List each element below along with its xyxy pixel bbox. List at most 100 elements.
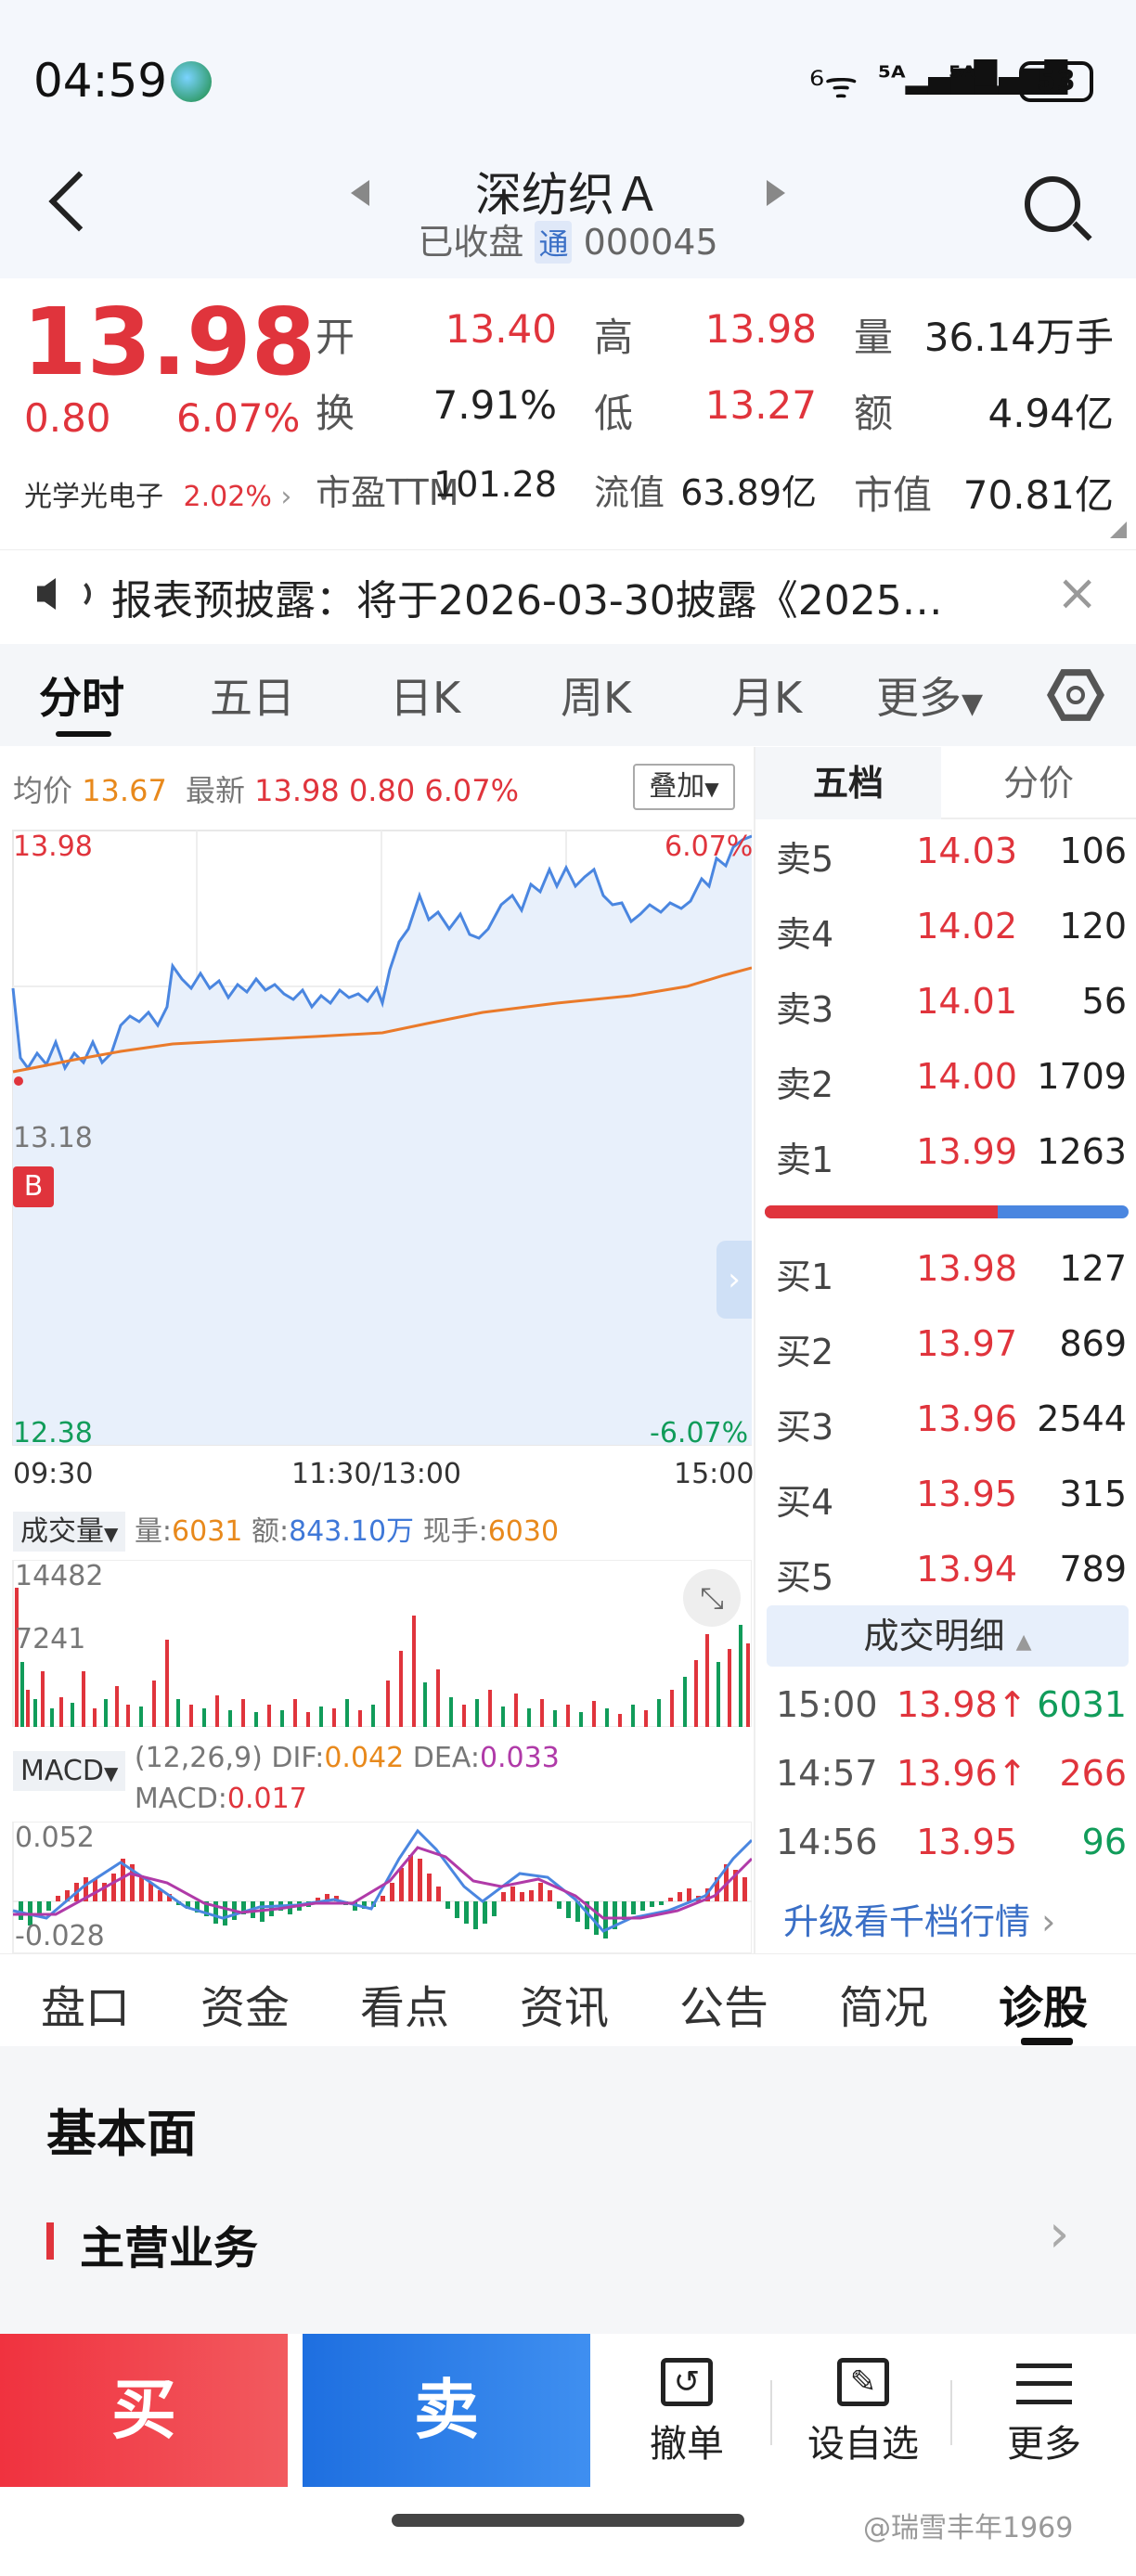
open-value: 13.40 [445, 306, 557, 352]
tab-day-k[interactable]: 日K [390, 673, 461, 723]
ask-level-label: 卖3 [776, 989, 834, 1030]
ask-level-label: 卖1 [776, 1140, 834, 1180]
bid-row[interactable]: 买3 13.96 2544 [767, 1389, 1130, 1454]
settings-hex-dot [1066, 686, 1085, 704]
related-sector[interactable]: 光学光电子 2.02% › [24, 473, 291, 514]
caret-down-icon: ▼ [704, 778, 719, 800]
trade-price: 13.96↑ [897, 1753, 1027, 1794]
time-label-open: 09:30 [13, 1458, 94, 1490]
tab-highlights[interactable]: 看点 [360, 1982, 450, 2034]
bid-volume: 315 [1059, 1474, 1127, 1514]
more-button[interactable]: 更多 [956, 2334, 1132, 2487]
bid-level-label: 买4 [776, 1482, 834, 1523]
tab-five-day[interactable]: 五日 [210, 673, 295, 723]
macd-selector[interactable]: MACD▼ [13, 1751, 126, 1791]
bid-row[interactable]: 买1 13.98 127 [767, 1239, 1130, 1304]
trade-volume: 96 [1081, 1822, 1127, 1862]
trade-row: 15:00 13.98↑ 6031 [767, 1675, 1130, 1740]
tab-five-level[interactable]: 五档 [755, 747, 941, 819]
vol-value: 6031 [172, 1515, 243, 1548]
caret-down-icon: ▼ [104, 1523, 119, 1545]
watermark: @瑞雪丰年1969 [863, 2512, 1074, 2544]
chevron-right-icon: › [1049, 2204, 1070, 2264]
ask-row[interactable]: 卖4 14.02 120 [767, 896, 1130, 961]
ask-level-label: 卖4 [776, 914, 834, 955]
bid-row[interactable]: 买2 13.97 869 [767, 1314, 1130, 1379]
price-change: 0.80 [24, 395, 111, 441]
chevron-right-icon: › [280, 481, 292, 513]
pe-label: 市盈TTM [316, 472, 459, 513]
vol-label: 量: [134, 1515, 173, 1548]
add-watchlist-label: 设自选 [807, 2423, 919, 2466]
notice-bar[interactable]: 报表预披露：将于2026-03-30披露《2025… × [0, 549, 1136, 642]
tab-more-label: 更多 [876, 673, 962, 723]
bid-level-label: 买2 [776, 1332, 834, 1372]
expand-panel-handle[interactable]: › [716, 1241, 752, 1319]
tab-more[interactable]: 更多▼ [876, 664, 983, 726]
tab-order-book[interactable]: 盘口 [41, 1982, 131, 2034]
signal-icon: ⁵ᴬ▂▄▆█ [878, 59, 998, 95]
buy-button[interactable]: 买 [0, 2334, 288, 2487]
ask-volume: 106 [1059, 831, 1127, 871]
prev-stock-icon[interactable] [351, 180, 369, 206]
trade-volume: 6031 [1037, 1684, 1127, 1725]
upgrade-link[interactable]: 升级看千档行情 › [783, 1893, 1055, 1944]
tab-month-k[interactable]: 月K [731, 673, 803, 723]
sell-button[interactable]: 卖 [303, 2334, 590, 2487]
related-sector-name: 光学光电子 [24, 481, 163, 513]
back-icon[interactable] [48, 171, 110, 232]
bid-volume: 127 [1059, 1248, 1127, 1289]
speaker-icon [37, 578, 56, 610]
float-cap-label: 流值 [594, 472, 665, 513]
tab-price-distribution[interactable]: 分价 [1002, 763, 1074, 804]
tab-announcements[interactable]: 公告 [679, 1982, 769, 2034]
expand-corner-icon[interactable] [1110, 522, 1127, 538]
stock-title: 深纺织Ａ [475, 168, 661, 222]
fullscreen-icon[interactable]: ⤡ [683, 1569, 741, 1627]
tab-profile[interactable]: 简况 [839, 1982, 929, 2034]
y-top-label: 13.98 [13, 831, 93, 863]
ask-level-label: 卖2 [776, 1064, 834, 1105]
buy-marker[interactable]: B [13, 1166, 54, 1207]
tab-news[interactable]: 资讯 [520, 1982, 610, 2034]
signal-icon-2: ⁵ᴬ▂▄▆█ [949, 59, 1068, 95]
status-time: 04:59 [33, 54, 168, 108]
macd-y-top: 0.052 [15, 1822, 95, 1854]
overlay-button[interactable]: 叠加▼ [633, 764, 735, 810]
main-business-row[interactable]: 主营业务 › [0, 2195, 1136, 2287]
next-stock-icon[interactable] [767, 180, 785, 206]
section-title: 基本面 [46, 2105, 197, 2163]
bid-price: 13.94 [916, 1549, 1017, 1590]
volume-legend: 成交量▼ 量:6031 额:843.10万 现手:6030 [13, 1508, 559, 1552]
high-value: 13.98 [704, 306, 817, 352]
ask-row[interactable]: 卖2 14.00 1709 [767, 1047, 1130, 1112]
ask-volume: 120 [1059, 906, 1127, 947]
wifi-icon: ⁶ᯤ [809, 64, 858, 107]
open-label: 开 [316, 315, 355, 360]
bid-row[interactable]: 买5 13.94 789 [767, 1539, 1130, 1604]
search-icon[interactable] [1025, 176, 1080, 232]
bid-row[interactable]: 买4 13.95 315 [767, 1464, 1130, 1529]
ask-row[interactable]: 卖5 14.03 106 [767, 821, 1130, 886]
add-watchlist-button[interactable]: ✎ 设自选 [780, 2334, 947, 2487]
trade-detail-header[interactable]: 成交明细 ▲ [767, 1605, 1129, 1667]
bid-level-label: 买3 [776, 1407, 834, 1448]
close-icon[interactable]: × [1056, 563, 1099, 622]
tab-funds[interactable]: 资金 [200, 1982, 290, 2034]
active-tab-underline [56, 731, 111, 737]
trade-volume: 266 [1059, 1753, 1127, 1794]
tab-week-k[interactable]: 周K [561, 673, 632, 723]
tab-intraday[interactable]: 分时 [39, 673, 124, 723]
volume-selector-label: 成交量 [20, 1515, 104, 1548]
caret-down-icon: ▼ [103, 1762, 119, 1784]
tab-diagnosis[interactable]: 诊股 [999, 1982, 1089, 2034]
home-indicator[interactable] [392, 2514, 744, 2527]
cancel-order-label: 撤单 [650, 2423, 724, 2466]
low-label: 低 [594, 391, 634, 436]
cancel-order-button[interactable]: ↺ 撤单 [603, 2334, 770, 2487]
ask-row[interactable]: 卖1 13.99 1263 [767, 1122, 1130, 1187]
last-value: 13.98 [254, 773, 340, 808]
edit-icon: ✎ [837, 2358, 889, 2406]
volume-selector[interactable]: 成交量▼ [13, 1512, 126, 1552]
ask-row[interactable]: 卖3 14.01 56 [767, 972, 1130, 1037]
